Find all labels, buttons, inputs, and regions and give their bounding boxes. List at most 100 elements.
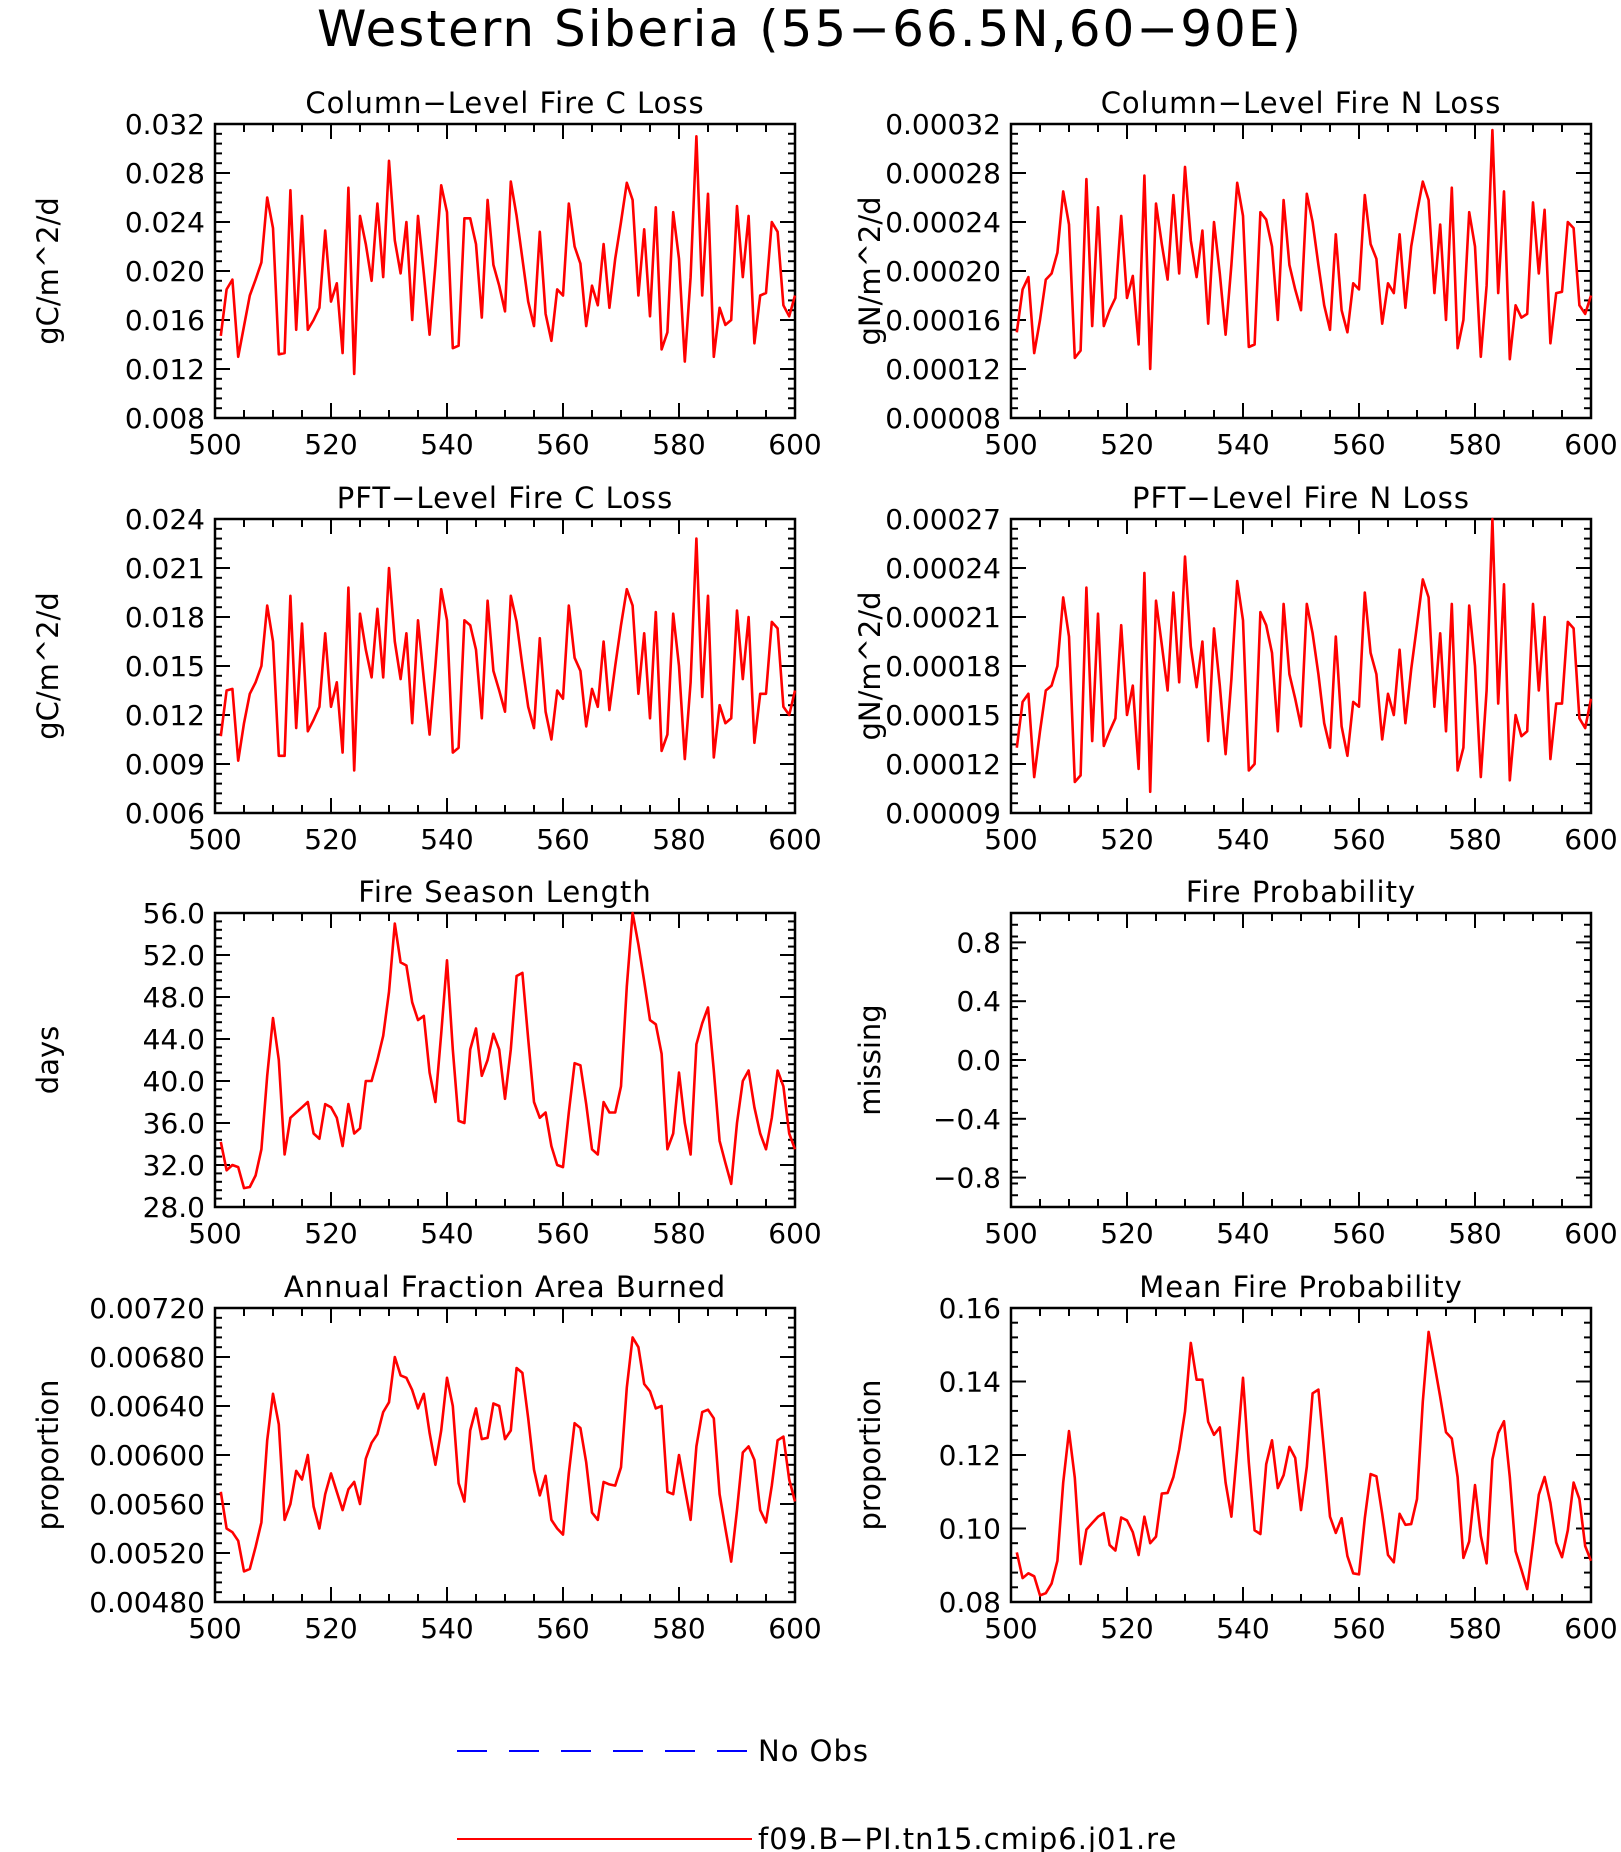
x-tick-label: 560 [536, 1217, 589, 1250]
x-tick-label: 540 [1216, 428, 1269, 461]
y-axis-label: proportion [853, 1379, 887, 1530]
x-tick-label: 560 [536, 428, 589, 461]
y-tick-label: 0.00560 [89, 1488, 205, 1521]
panel-title: Mean Fire Probability [1139, 1270, 1463, 1304]
y-tick-label: 28.0 [143, 1191, 205, 1224]
panel-title: Fire Season Length [358, 875, 651, 909]
y-tick-label: 0.020 [125, 255, 205, 288]
y-tick-label: 0.10 [939, 1513, 1001, 1546]
y-tick-label: 0.00008 [885, 402, 1001, 435]
x-tick-label: 540 [420, 823, 473, 856]
x-tick-label: 600 [768, 428, 821, 461]
panel-8: Mean Fire Probability proportion 500 520 540… [853, 1270, 1618, 1645]
x-tick-label: 600 [1564, 1217, 1617, 1250]
y-tick-label: −0.4 [933, 1103, 1001, 1136]
panel-2: Column−Level Fire N Loss gN/m^2/d 500 520 54… [853, 86, 1618, 461]
x-tick-label: 520 [1100, 823, 1153, 856]
x-tick-label: 600 [768, 1612, 821, 1645]
y-tick-label: 44.0 [143, 1023, 205, 1056]
y-axis-label: gC/m^2/d [31, 592, 65, 740]
x-tick-label: 600 [1564, 428, 1617, 461]
x-tick-label: 500 [188, 1217, 241, 1250]
plot-frame [213, 517, 797, 815]
y-tick-label: 0.00640 [89, 1390, 205, 1423]
y-tick-label: 0.00012 [885, 353, 1001, 386]
y-tick-label: 0.015 [125, 650, 205, 683]
y-tick-label: 0.12 [939, 1439, 1001, 1472]
panel-4: PFT−Level Fire N Loss gN/m^2/d 500 520 540 56… [853, 481, 1618, 856]
x-tick-label: 520 [304, 823, 357, 856]
x-tick-label: 500 [984, 823, 1037, 856]
x-tick-label: 540 [1216, 823, 1269, 856]
panels: Column−Level Fire C Loss gC/m^2/d 500 520 54… [31, 86, 1618, 1645]
y-tick-label: 0.00020 [885, 255, 1001, 288]
plot-frame [1009, 911, 1593, 1209]
x-tick-label: 600 [768, 823, 821, 856]
y-tick-label: 0.00600 [89, 1439, 205, 1472]
legend: No Obs f09.B−PI.tn15.cmip6.j01.re [457, 1734, 1176, 1852]
y-tick-label: 0.00024 [885, 552, 1001, 585]
x-tick-label: 580 [652, 1612, 705, 1645]
y-tick-label: 0.016 [125, 304, 205, 337]
y-tick-label: 0.00015 [885, 699, 1001, 732]
x-tick-label: 520 [1100, 428, 1153, 461]
y-tick-label: 0.00021 [885, 601, 1001, 634]
panel-title: Column−Level Fire C Loss [305, 86, 704, 120]
x-tick-label: 600 [768, 1217, 821, 1250]
y-tick-label: 0.00032 [885, 108, 1001, 141]
x-tick-label: 540 [420, 1612, 473, 1645]
x-tick-label: 580 [652, 823, 705, 856]
y-tick-label: 0.00520 [89, 1537, 205, 1570]
y-tick-label: 0.021 [125, 552, 205, 585]
y-tick-label: 52.0 [143, 939, 205, 972]
panel-title: PFT−Level Fire C Loss [337, 481, 674, 515]
x-tick-label: 520 [1100, 1217, 1153, 1250]
x-tick-label: 520 [304, 1612, 357, 1645]
plot-frame [1009, 517, 1593, 815]
x-tick-label: 500 [188, 1612, 241, 1645]
y-tick-label: 0.14 [939, 1366, 1001, 1399]
y-tick-label: 0.00016 [885, 304, 1001, 337]
x-tick-label: 560 [1332, 823, 1385, 856]
x-tick-label: 540 [420, 428, 473, 461]
panel-title: PFT−Level Fire N Loss [1132, 481, 1470, 515]
series-line-1 [219, 911, 797, 1190]
panel-title: Fire Probability [1186, 875, 1416, 909]
y-tick-label: 0.00480 [89, 1586, 205, 1619]
y-tick-label: 0.012 [125, 353, 205, 386]
y-tick-label: 0.028 [125, 157, 205, 190]
x-tick-label: 500 [188, 428, 241, 461]
y-tick-label: 0.8 [956, 926, 1001, 959]
plot-frame [213, 911, 797, 1209]
x-tick-label: 540 [420, 1217, 473, 1250]
y-axis-label: proportion [31, 1379, 65, 1530]
y-tick-label: −0.8 [933, 1162, 1001, 1195]
x-tick-label: 580 [652, 1217, 705, 1250]
panel-7: Annual Fraction Area Burned proportion 500… [31, 1270, 822, 1645]
series-line-1 [1015, 128, 1593, 371]
figure-title: Western Siberia (55−66.5N,60−90E) [317, 0, 1303, 58]
x-tick-label: 560 [1332, 1612, 1385, 1645]
y-tick-label: 0.08 [939, 1586, 1001, 1619]
y-tick-label: 0.00028 [885, 157, 1001, 190]
series-line-1 [219, 537, 797, 772]
panel-title: Column−Level Fire N Loss [1101, 86, 1502, 120]
x-tick-label: 560 [1332, 1217, 1385, 1250]
y-tick-label: 0.00027 [885, 503, 1001, 536]
y-tick-label: 0.009 [125, 748, 205, 781]
y-tick-label: 0.0 [956, 1044, 1001, 1077]
y-tick-label: 0.008 [125, 402, 205, 435]
x-tick-label: 500 [188, 823, 241, 856]
panel-3: PFT−Level Fire C Loss gC/m^2/d 500 520 540 56… [31, 481, 822, 856]
y-tick-label: 48.0 [143, 981, 205, 1014]
x-tick-label: 540 [1216, 1612, 1269, 1645]
y-tick-label: 0.006 [125, 797, 205, 830]
legend-label-obs: No Obs [758, 1734, 869, 1768]
series-line-1 [219, 1336, 797, 1573]
plot-frame [213, 122, 797, 420]
x-tick-label: 580 [1448, 1217, 1501, 1250]
x-tick-label: 560 [536, 1612, 589, 1645]
y-axis-label: missing [853, 1004, 887, 1115]
x-tick-label: 580 [1448, 1612, 1501, 1645]
